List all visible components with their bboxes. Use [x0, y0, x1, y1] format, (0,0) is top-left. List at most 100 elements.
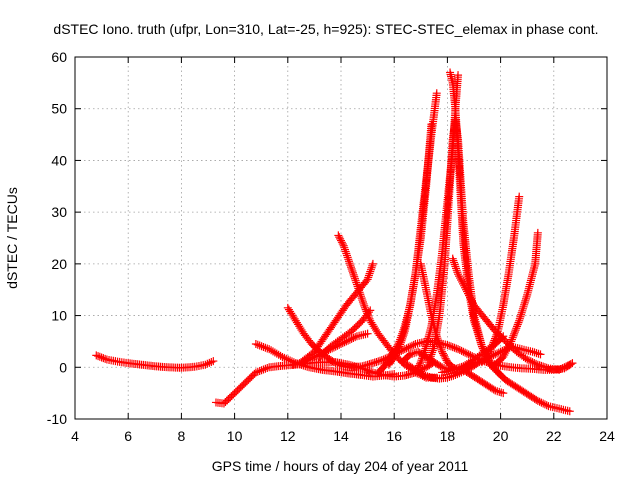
- data-point: [418, 354, 427, 363]
- data-point: [510, 328, 519, 337]
- data-point: [330, 358, 339, 367]
- data-point: [475, 334, 484, 343]
- data-point: [530, 358, 539, 367]
- data-point: [517, 310, 526, 319]
- y-tick-label: 40: [51, 152, 67, 168]
- data-point: [278, 352, 287, 361]
- data-point: [453, 370, 462, 379]
- data-point: [452, 364, 461, 373]
- data-point: [511, 326, 520, 335]
- y-tick-label: 50: [51, 101, 67, 117]
- data-point: [562, 362, 571, 371]
- data-point: [452, 264, 461, 273]
- data-point: [459, 347, 468, 356]
- data-point: [526, 357, 535, 366]
- data-point: [358, 296, 367, 305]
- data-point: [340, 243, 349, 252]
- data-point: [396, 335, 405, 344]
- data-point: [532, 395, 541, 404]
- data-point: [331, 359, 340, 368]
- data-point: [419, 371, 428, 380]
- data-point: [409, 340, 418, 349]
- data-point: [426, 354, 435, 363]
- data-point: [487, 344, 496, 353]
- data-point: [443, 341, 452, 350]
- data-point: [485, 347, 494, 356]
- data-point: [333, 359, 342, 368]
- data-point: [565, 407, 574, 416]
- data-point: [452, 266, 461, 275]
- data-point: [514, 318, 523, 327]
- data-point: [522, 292, 531, 301]
- data-point: [209, 357, 218, 366]
- series-20: [477, 192, 524, 367]
- data-point: [505, 341, 514, 350]
- data-point: [335, 360, 344, 369]
- data-point: [437, 345, 446, 354]
- data-point: [359, 299, 368, 308]
- data-point: [391, 346, 400, 355]
- data-point: [542, 401, 551, 410]
- data-point: [418, 352, 427, 361]
- data-point: [512, 324, 521, 333]
- data-point: [519, 302, 528, 311]
- data-point: [560, 363, 569, 372]
- data-point: [342, 251, 351, 260]
- data-point: [454, 270, 463, 279]
- data-point: [502, 347, 511, 356]
- data-point: [532, 359, 541, 368]
- data-point: [365, 367, 374, 376]
- data-point: [394, 339, 403, 348]
- x-tick-label: 4: [71, 428, 79, 444]
- data-point: [399, 325, 408, 334]
- data-point: [422, 342, 431, 351]
- y-tick-label: 30: [51, 204, 67, 220]
- data-point: [476, 338, 485, 347]
- data-point: [454, 364, 463, 373]
- data-point: [448, 254, 457, 263]
- data-point: [343, 253, 352, 262]
- data-point: [488, 342, 497, 351]
- data-point: [346, 261, 355, 270]
- series-1: [92, 351, 218, 372]
- data-point: [537, 398, 546, 407]
- data-point: [341, 247, 350, 256]
- y-axis-label: dSTEC / TECUs: [4, 187, 20, 289]
- x-tick-label: 8: [178, 428, 186, 444]
- data-point: [347, 334, 356, 343]
- data-point: [420, 364, 429, 373]
- data-point: [92, 351, 101, 360]
- data-point: [414, 363, 423, 372]
- data-point: [453, 268, 462, 277]
- data-point: [360, 301, 369, 310]
- data-point: [397, 331, 406, 340]
- data-point: [389, 349, 398, 358]
- data-point: [484, 349, 493, 358]
- data-point: [413, 365, 422, 374]
- data-point: [415, 359, 424, 368]
- data-point: [253, 367, 262, 376]
- data-point: [276, 351, 285, 360]
- data-point: [463, 287, 472, 296]
- series-10: [374, 120, 436, 377]
- data-point: [420, 346, 429, 355]
- data-point: [251, 368, 260, 377]
- data-point: [395, 337, 404, 346]
- y-tick-label: 0: [59, 359, 67, 375]
- data-point: [253, 340, 262, 349]
- data-point: [555, 365, 564, 374]
- data-point: [458, 277, 467, 286]
- data-point: [398, 329, 407, 338]
- y-tick-label: 60: [51, 49, 67, 65]
- data-point: [537, 361, 546, 370]
- data-point: [465, 291, 474, 300]
- data-point: [351, 276, 360, 285]
- data-point: [393, 340, 402, 349]
- data-point: [390, 347, 399, 356]
- data-point: [259, 365, 268, 374]
- x-tick-label: 18: [440, 428, 456, 444]
- data-point: [493, 387, 502, 396]
- data-point: [507, 337, 516, 346]
- data-point: [450, 258, 459, 267]
